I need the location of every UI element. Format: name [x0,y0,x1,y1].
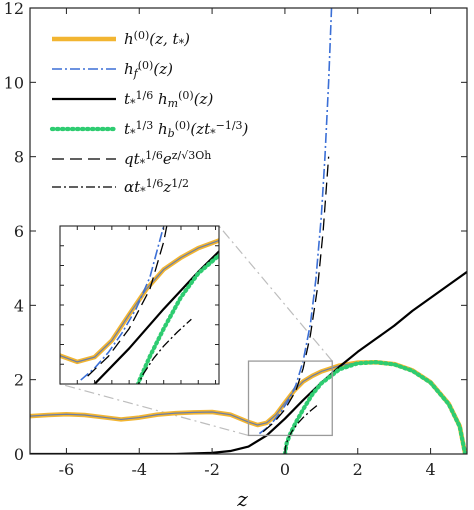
legend-label-part: (0) [134,29,150,42]
legend-label-part: (z) [153,60,173,78]
legend-label-part: z/√3Oh [172,149,212,162]
x-axis-label: z [236,487,248,510]
legend-label-part: q [124,150,134,168]
legend-label-part: h [153,90,167,108]
legend-label-part: h [153,120,167,138]
legend-label-h0: h(0)(z, t*) [124,29,190,50]
legend-label-part: (0) [138,59,154,72]
legend-label-part: (0) [178,89,194,102]
legend-label-part: h [124,30,134,48]
legend-label-part: * [130,97,136,110]
x-tick-label: 0 [280,460,290,479]
main-series-exp [262,156,330,433]
legend-label-sqrt: αt*1/6z1/2 [124,177,189,198]
legend-label-hf: hf(0)(z) [124,59,173,80]
inset-link-bottom [59,383,249,436]
y-tick-label: 12 [4,0,24,18]
x-tick-label: -4 [131,460,147,479]
legend-label-part: e [163,150,172,168]
inset-link-top [218,225,333,362]
legend-label-part: 1/6 [136,89,154,102]
legend-label-part: t [134,178,141,196]
legend-label-part: f [133,67,140,80]
legend: h(0)(z, t*)hf(0)(z)t*1/6 hm(0)(z)t*1/3 h… [49,29,249,198]
legend-label-part: t [124,90,131,108]
inset-series-h0-core [60,239,219,363]
inset-series-hb [135,252,219,384]
legend-label-part: * [130,127,136,140]
legend-label-part: * [210,127,216,140]
x-tick-label: -6 [59,460,75,479]
main-series-hb [282,360,467,454]
main-series-sqrt [284,404,319,454]
legend-label-part: m [168,97,178,110]
legend-label-part: (0) [175,119,191,132]
zoom-box [247,360,333,437]
legend-label-part: (z) [194,90,214,108]
inset-series-exp [87,226,168,377]
y-tick-label: 6 [14,222,24,241]
legend-label-part: * [179,37,185,50]
legend-label-part: h [124,60,134,78]
legend-label-part: ) [183,30,190,48]
y-tick-label: 8 [14,148,24,167]
legend-label-part: −1/3 [216,119,243,132]
legend-label-part: α [124,178,134,196]
y-tick-label: 0 [14,445,24,464]
legend-label-part: (z, t [149,30,179,48]
legend-label-part: 1/2 [171,177,189,190]
y-tick-label: 2 [14,371,24,390]
legend-label-part: b [168,127,175,140]
inset-series-hf [80,226,165,381]
legend-label-part: (zt [190,120,211,138]
y-tick-label: 4 [14,296,24,315]
inset-series-sqrt [137,318,192,384]
legend-label-part: 1/3 [136,119,154,132]
main-plot-lines [30,8,467,454]
legend-label-part: z [162,178,171,196]
legend-label-part: t [134,150,141,168]
legend-label-hm: t*1/6 hm(0)(z) [124,89,213,110]
legend-label-part: ) [242,120,249,138]
legend-label-part: 1/6 [145,149,163,162]
inset-plot [59,225,220,385]
legend-label-part: 1/6 [146,177,164,190]
legend-label-part: * [140,185,146,198]
x-tick-label: 4 [425,460,435,479]
legend-label-hb: t*1/3 hb(0)(zt*−1/3) [124,119,249,140]
legend-label-part: * [140,157,146,170]
y-tick-label: 10 [4,73,24,92]
inset-layer [59,225,333,436]
legend-label-part: t [124,120,131,138]
x-tick-label: 2 [353,460,363,479]
axes: -6 -4 -2 0 2 4 0 2 4 6 8 10 12 z [4,0,468,510]
legend-label-exp: qt*1/6ez/√3Oh [124,149,211,170]
x-tick-label: -2 [204,460,220,479]
